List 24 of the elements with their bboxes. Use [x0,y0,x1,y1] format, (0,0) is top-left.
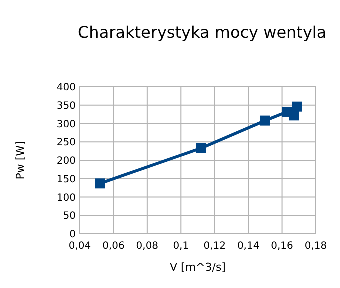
x-tick-label: 0,1 [173,241,190,252]
x-tick-label: 0,06 [102,241,125,252]
y-tick-label: 250 [56,138,76,149]
y-tick-label: 0 [70,230,76,240]
x-axis-title: V [m^3/s] [170,261,226,274]
y-tick-label: 50 [63,211,76,222]
y-tick-label: 350 [56,100,76,112]
x-tick-label: 0,18 [304,241,328,252]
x-tick-label: 0,08 [136,241,159,252]
point [196,143,206,154]
chart-title: Charakterystyka mocy wentyla [78,23,327,42]
point [292,102,302,112]
x-tick-label: 0,14 [237,241,260,252]
x-tick-label: 0,04 [68,241,92,252]
y-axis-title: Pw [W] [14,141,27,180]
point [95,178,106,189]
y-tick-label: 300 [56,119,76,130]
x-tick-label: 0,16 [271,241,294,252]
y-tick-label: 400 [56,82,76,94]
y-tick-label: 100 [56,192,76,204]
y-tick-label: 200 [56,156,76,167]
point [260,116,270,126]
y-tick-label: 150 [56,174,76,186]
x-tick-label: 0,12 [204,241,226,252]
